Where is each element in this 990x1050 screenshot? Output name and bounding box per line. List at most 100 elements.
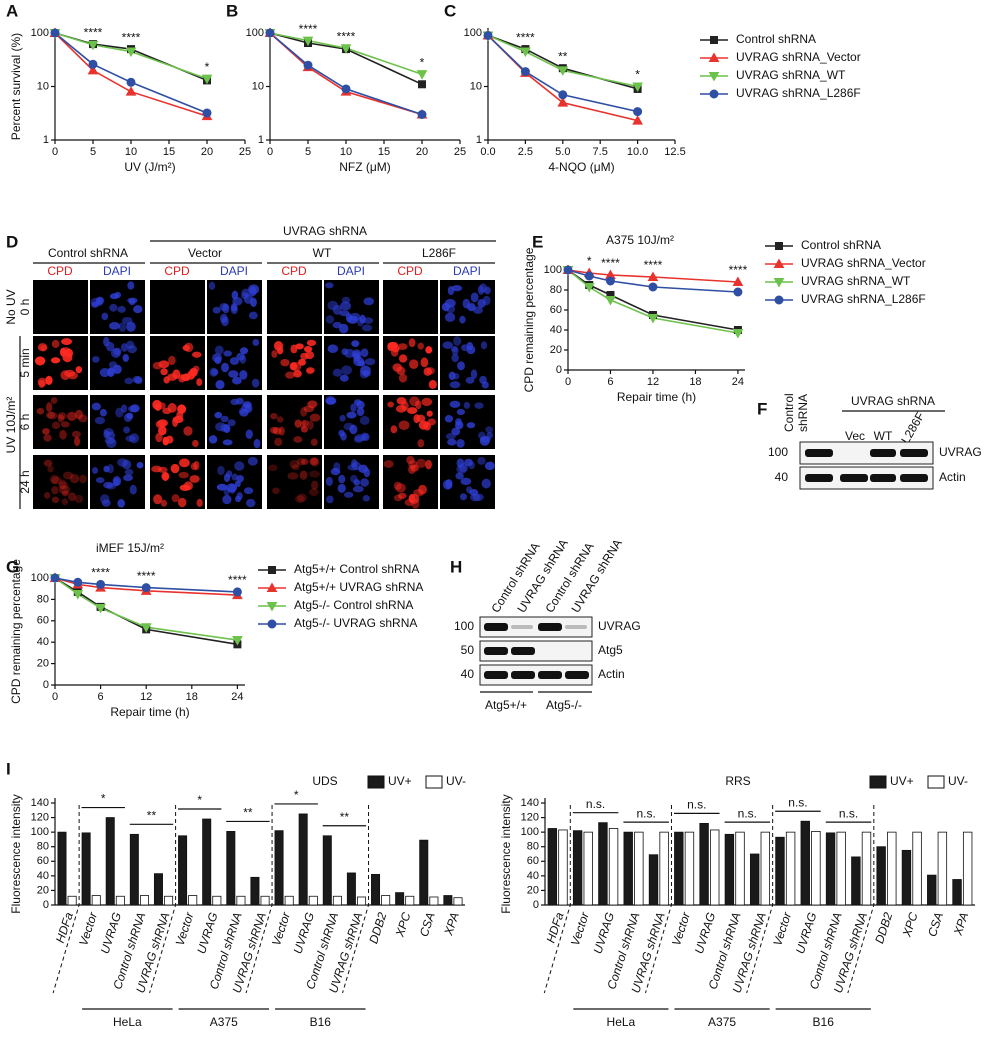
nucleus	[332, 368, 343, 377]
bar	[236, 895, 246, 906]
x-tick-label: UVRAG	[194, 911, 221, 956]
nucleus	[60, 370, 71, 381]
x-tick-label: DDB2	[366, 910, 389, 945]
nucleus	[466, 422, 476, 429]
nucleus	[353, 479, 361, 486]
y-tick-label: 120	[31, 811, 49, 823]
blot-band	[484, 623, 508, 631]
x-tick-label: 25	[239, 146, 251, 158]
nucleus	[406, 407, 418, 414]
marker	[648, 282, 658, 292]
nucleus	[310, 457, 320, 467]
chart-title: UDS	[312, 774, 337, 788]
marker	[558, 90, 568, 100]
nucleus	[74, 494, 84, 504]
nucleus	[250, 297, 257, 308]
nucleus	[172, 415, 184, 424]
nucleus	[155, 432, 163, 443]
nucleus	[130, 404, 140, 413]
marker	[303, 60, 313, 70]
lane-label: Control	[782, 393, 796, 432]
nucleus	[470, 369, 478, 380]
nucleus	[445, 479, 453, 489]
bar	[598, 822, 608, 906]
nucleus	[308, 488, 319, 497]
group-label: B16	[813, 1015, 835, 1029]
nucleus	[160, 499, 168, 507]
nucleus	[408, 338, 416, 348]
significance: **	[340, 810, 350, 824]
nucleus	[75, 366, 82, 374]
nucleus	[360, 478, 370, 487]
significance: *	[101, 792, 106, 806]
channel-label: DAPI	[103, 264, 131, 278]
bar	[357, 896, 367, 906]
row-label: 24 h	[18, 470, 32, 493]
nucleus	[153, 494, 163, 505]
nucleus	[161, 471, 170, 481]
legend-label: UV+	[890, 774, 914, 788]
nucleus	[38, 379, 45, 389]
bar	[608, 828, 619, 906]
series-line	[487, 34, 638, 113]
nucleus	[103, 430, 110, 439]
nucleus	[460, 477, 472, 486]
nucleus	[178, 471, 189, 479]
nucleus	[416, 414, 426, 423]
nucleus	[238, 407, 245, 415]
x-tick-label: Vector	[770, 910, 794, 948]
nucleus	[192, 365, 200, 373]
nucleus	[241, 402, 252, 413]
nucleus	[101, 312, 109, 321]
significance: ****	[84, 25, 103, 39]
blot-strip	[479, 616, 593, 638]
nucleus	[457, 361, 465, 371]
nucleus	[103, 481, 114, 489]
nucleus	[60, 421, 70, 428]
marker	[232, 636, 243, 646]
y-tick-label: 0	[556, 364, 562, 376]
y-axis-label: Percent survival (%)	[9, 33, 23, 140]
bar	[371, 874, 381, 906]
y-axis-label: CPD remaining percentage	[9, 559, 23, 704]
marker	[266, 602, 278, 612]
channel-label: DAPI	[453, 264, 481, 278]
nucleus	[68, 492, 77, 502]
x-tick-label: UVRAG	[692, 911, 719, 956]
x-tick-label: 0	[52, 146, 58, 158]
bar	[405, 895, 415, 906]
nucleus	[271, 350, 278, 358]
x-tick-label: Vector	[269, 910, 293, 948]
nucleus	[448, 371, 456, 381]
nucleus	[59, 347, 67, 357]
group-label: A375	[210, 1015, 238, 1029]
nucleus	[327, 344, 339, 354]
x-axis-label: Repair time (h)	[110, 705, 189, 719]
nucleus	[245, 498, 256, 508]
nucleus	[364, 358, 376, 366]
nucleus	[295, 495, 305, 503]
y-tick-label: 80	[37, 841, 49, 853]
nucleus	[449, 381, 461, 389]
marker	[417, 109, 427, 119]
y-tick-label: 0	[533, 899, 539, 911]
nucleus	[456, 458, 465, 468]
nucleus	[217, 465, 225, 476]
nucleus	[152, 361, 163, 370]
bar	[836, 831, 846, 906]
legend-label: Atg5-/- Control shRNA	[294, 598, 413, 612]
nucleus	[450, 345, 459, 353]
series-line	[269, 32, 423, 75]
marker	[72, 590, 84, 600]
nucleus	[459, 315, 466, 324]
nucleus	[37, 343, 48, 352]
nucleus	[57, 412, 67, 420]
nucleus	[129, 484, 137, 495]
bar	[861, 831, 872, 906]
mw-marker: 40	[461, 667, 475, 681]
lane-label: WT	[874, 429, 893, 443]
x-tick-label: 10.0	[627, 146, 648, 158]
marker	[557, 66, 569, 76]
bar	[260, 895, 270, 906]
bar	[332, 895, 342, 906]
